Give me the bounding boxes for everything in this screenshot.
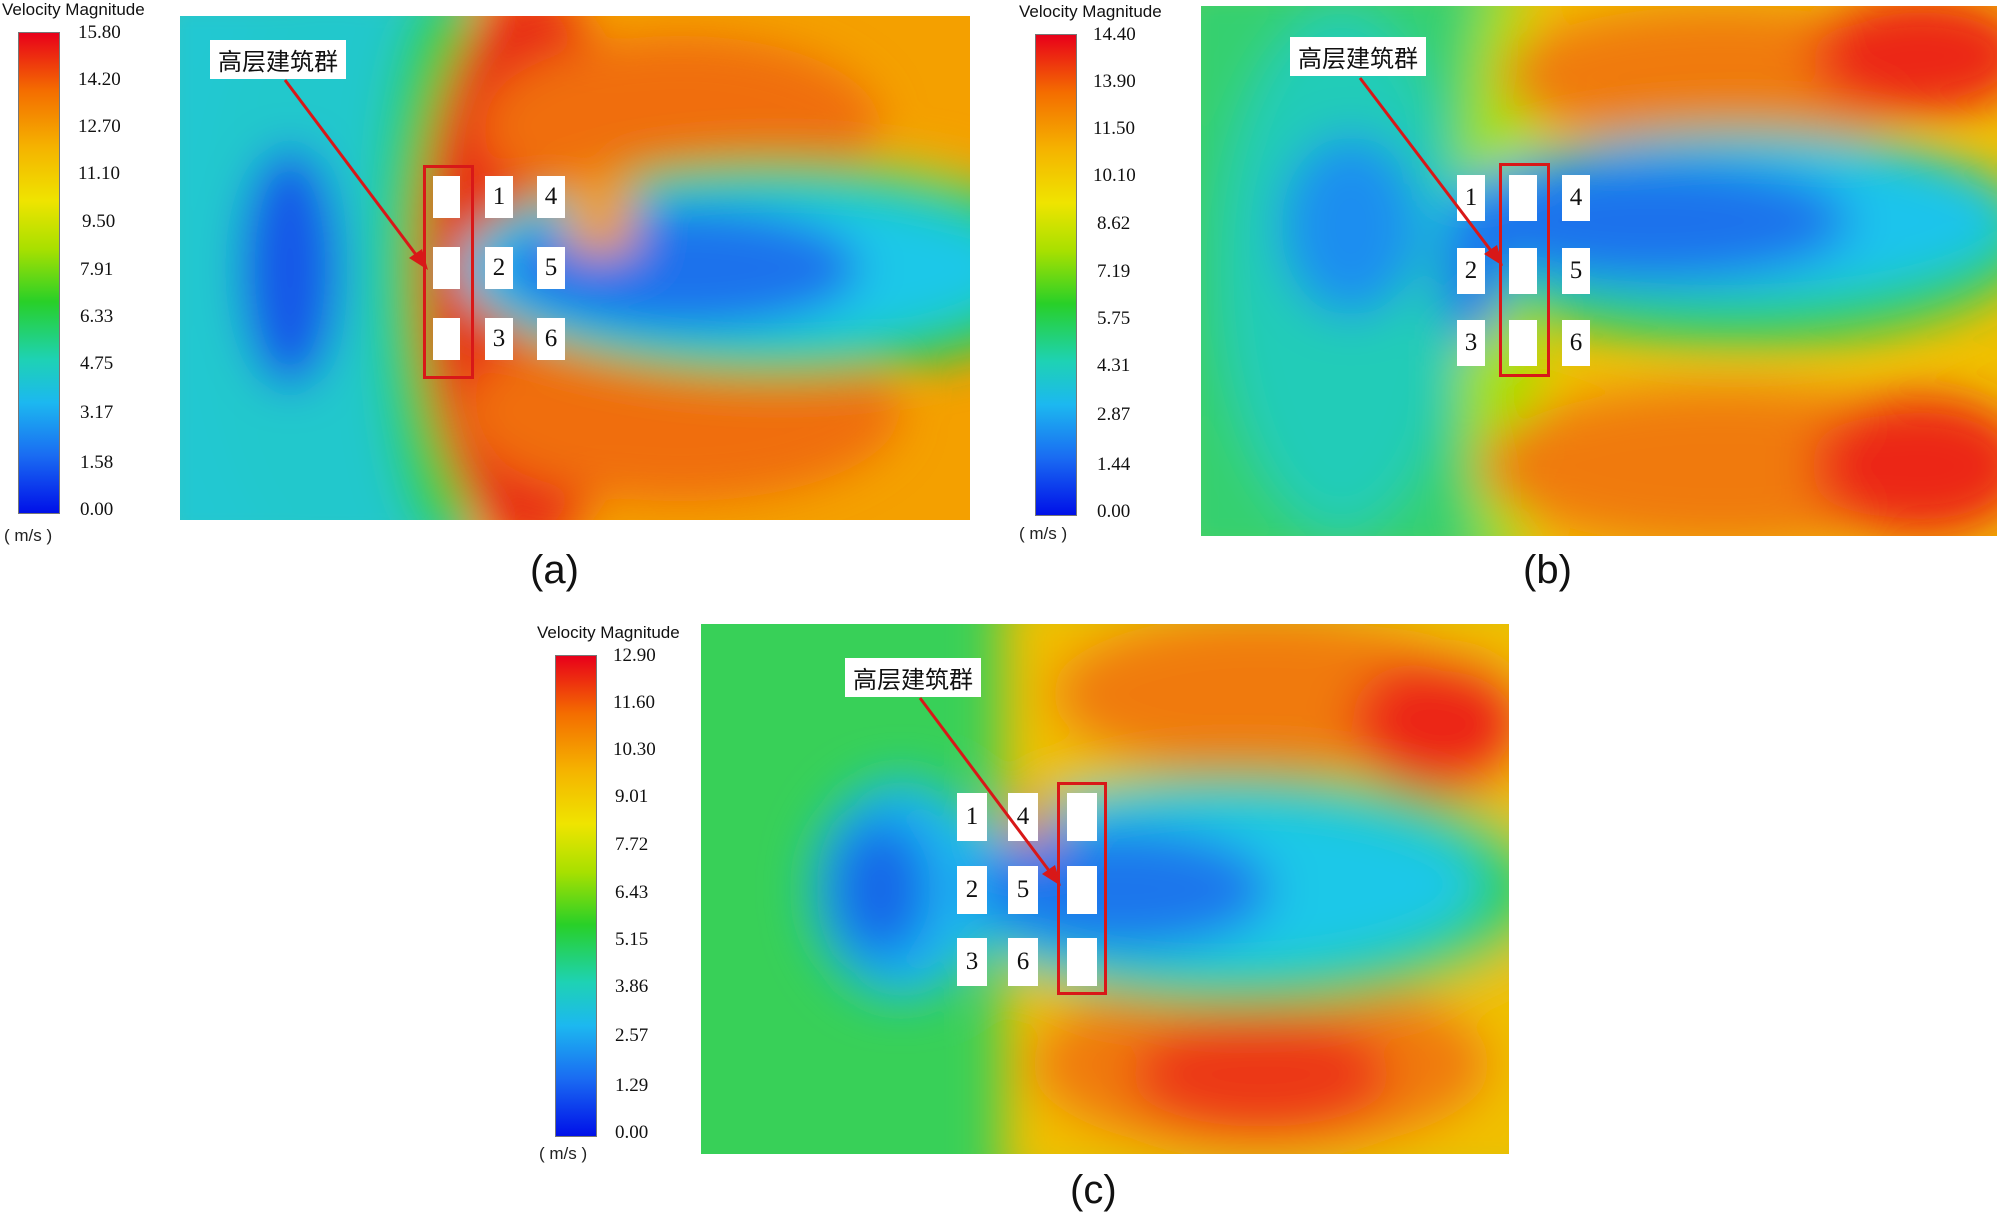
tick-label: 12.70 xyxy=(78,116,121,137)
tick-label: 11.50 xyxy=(1093,118,1136,139)
figure-caption: (b) xyxy=(1523,548,1572,592)
building-highrise xyxy=(1067,938,1097,986)
unit-label: ( m/s ) xyxy=(4,526,53,545)
tick-label: 9.01 xyxy=(615,786,649,807)
building-3: 3 xyxy=(1457,320,1485,366)
tick-label: 11.10 xyxy=(78,163,121,184)
colorbar xyxy=(18,32,60,514)
building-6: 6 xyxy=(537,318,565,360)
highlight-box xyxy=(1057,782,1107,995)
tick-label: 7.19 xyxy=(1097,261,1131,282)
velocity-field xyxy=(1201,6,1997,536)
building-3: 3 xyxy=(957,938,987,986)
building-2: 2 xyxy=(957,866,987,914)
tick-label: 8.62 xyxy=(1097,213,1131,234)
tick-label: 7.91 xyxy=(80,259,114,280)
tick-label: 11.60 xyxy=(613,692,656,713)
tick-label: 5.15 xyxy=(615,929,649,950)
tick-label: 0.00 xyxy=(615,1122,649,1143)
colorbar xyxy=(1035,34,1077,516)
tick-label: 1.44 xyxy=(1097,454,1131,475)
tick-label: 10.10 xyxy=(1093,165,1136,186)
building-highrise xyxy=(1509,248,1537,294)
building-1: 1 xyxy=(1457,175,1485,221)
building-2: 2 xyxy=(1457,248,1485,294)
tick-label: 0.00 xyxy=(1097,501,1131,522)
building-highrise xyxy=(1509,175,1537,221)
tick-label: 10.30 xyxy=(613,739,656,760)
tick-label: 15.80 xyxy=(78,22,121,43)
tick-label: 1.29 xyxy=(615,1075,649,1096)
tick-label: 4.31 xyxy=(1097,355,1131,376)
building-2: 2 xyxy=(485,247,513,289)
callout-label: 高层建筑群 xyxy=(1290,37,1426,76)
building-highrise xyxy=(1067,866,1097,914)
building-5: 5 xyxy=(537,247,565,289)
building-4: 4 xyxy=(1008,793,1038,841)
tick-label: 5.75 xyxy=(1097,308,1131,329)
legend-title: Velocity Magnitude xyxy=(1019,2,1162,21)
tick-label: 6.43 xyxy=(615,882,649,903)
highlight-box xyxy=(1499,163,1550,377)
building-6: 6 xyxy=(1008,938,1038,986)
legend-title: Velocity Magnitude xyxy=(2,0,145,19)
highlight-box xyxy=(423,165,474,379)
figure-caption: (a) xyxy=(530,548,579,592)
tick-label: 1.58 xyxy=(80,452,114,473)
panel-a: Velocity Magnitude 15.80 14.20 12.70 11.… xyxy=(0,0,980,600)
building-5: 5 xyxy=(1562,248,1590,294)
tick-label: 9.50 xyxy=(82,211,116,232)
tick-label: 13.90 xyxy=(1093,71,1136,92)
tick-label: 7.72 xyxy=(615,834,649,855)
figure-caption: (c) xyxy=(1070,1168,1117,1212)
colorbar xyxy=(555,655,597,1137)
unit-label: ( m/s ) xyxy=(1019,524,1068,543)
building-3: 3 xyxy=(485,318,513,360)
tick-label: 3.86 xyxy=(615,976,649,997)
building-5: 5 xyxy=(1008,866,1038,914)
tick-label: 2.57 xyxy=(615,1025,649,1046)
legend-title: Velocity Magnitude xyxy=(537,623,680,642)
building-highrise xyxy=(433,318,460,360)
building-highrise xyxy=(433,176,460,218)
tick-label: 2.87 xyxy=(1097,404,1131,425)
tick-label: 0.00 xyxy=(80,499,114,520)
building-highrise xyxy=(1509,320,1537,366)
tick-label: 6.33 xyxy=(80,306,114,327)
building-4: 4 xyxy=(537,176,565,218)
velocity-field xyxy=(180,16,970,520)
building-highrise xyxy=(433,247,460,289)
tick-label: 12.90 xyxy=(613,645,656,666)
tick-label: 14.40 xyxy=(1093,24,1136,45)
building-1: 1 xyxy=(957,793,987,841)
building-1: 1 xyxy=(485,176,513,218)
tick-label: 3.17 xyxy=(80,402,114,423)
callout-label: 高层建筑群 xyxy=(210,40,346,79)
building-highrise xyxy=(1067,793,1097,841)
panel-c: Velocity Magnitude 12.90 11.60 10.30 9.0… xyxy=(535,618,1515,1224)
unit-label: ( m/s ) xyxy=(539,1144,588,1163)
callout-label: 高层建筑群 xyxy=(845,658,981,697)
building-4: 4 xyxy=(1562,175,1590,221)
tick-label: 4.75 xyxy=(80,353,114,374)
building-6: 6 xyxy=(1562,320,1590,366)
tick-label: 14.20 xyxy=(78,69,121,90)
panel-b: Velocity Magnitude 14.40 13.90 11.50 10.… xyxy=(1015,0,2000,600)
